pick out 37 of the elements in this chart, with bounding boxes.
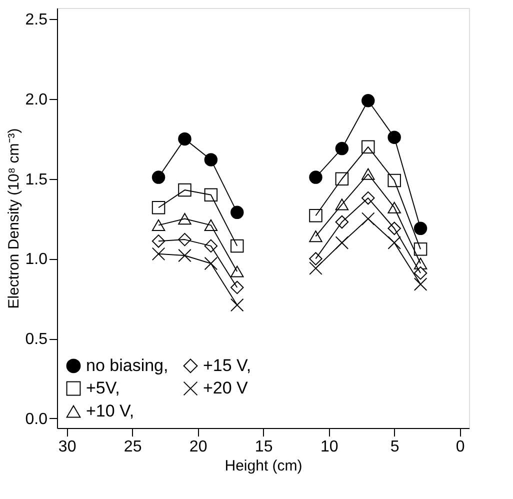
point (309, 252, 322, 266)
y-tick-label: 2.5 (25, 12, 48, 29)
y-tick-label: 1.0 (25, 251, 48, 268)
x-tick-label: 20 (189, 438, 208, 456)
point (362, 212, 375, 226)
x-axis-title: Height (cm) (224, 458, 302, 474)
y-tick-label: 2.0 (25, 92, 48, 109)
point (414, 266, 428, 280)
legend-label: +20 V (203, 378, 249, 398)
point (309, 208, 322, 222)
point (335, 236, 349, 250)
x-tick-label: 25 (124, 438, 142, 456)
legend-label: +15 V, (203, 356, 252, 375)
x-tick-label: 0 (456, 438, 465, 456)
point (335, 142, 349, 156)
legend-label: +10 V, (86, 402, 134, 420)
point (362, 94, 375, 108)
point (388, 174, 401, 188)
legend-label: +5V, (86, 378, 120, 398)
y-tick-label: 0.0 (25, 410, 48, 428)
point (309, 170, 322, 184)
point (414, 278, 428, 291)
y-axis-title: Electron Density (10⁸ cm⁻³) (5, 128, 22, 309)
point (309, 262, 322, 275)
point (309, 230, 322, 242)
x-tick-label: 30 (58, 438, 76, 456)
legend-label: no biasing, (86, 356, 168, 375)
y-tick-label: 0.5 (25, 331, 48, 348)
x-tick-label: 10 (320, 438, 338, 456)
point (414, 222, 428, 235)
point (414, 242, 428, 256)
y-tick-label: 1.5 (25, 171, 48, 188)
x-tick-label: 15 (254, 438, 273, 456)
point (388, 130, 401, 144)
x-tick-label: 5 (390, 438, 400, 456)
point (388, 236, 401, 250)
point (362, 140, 375, 154)
